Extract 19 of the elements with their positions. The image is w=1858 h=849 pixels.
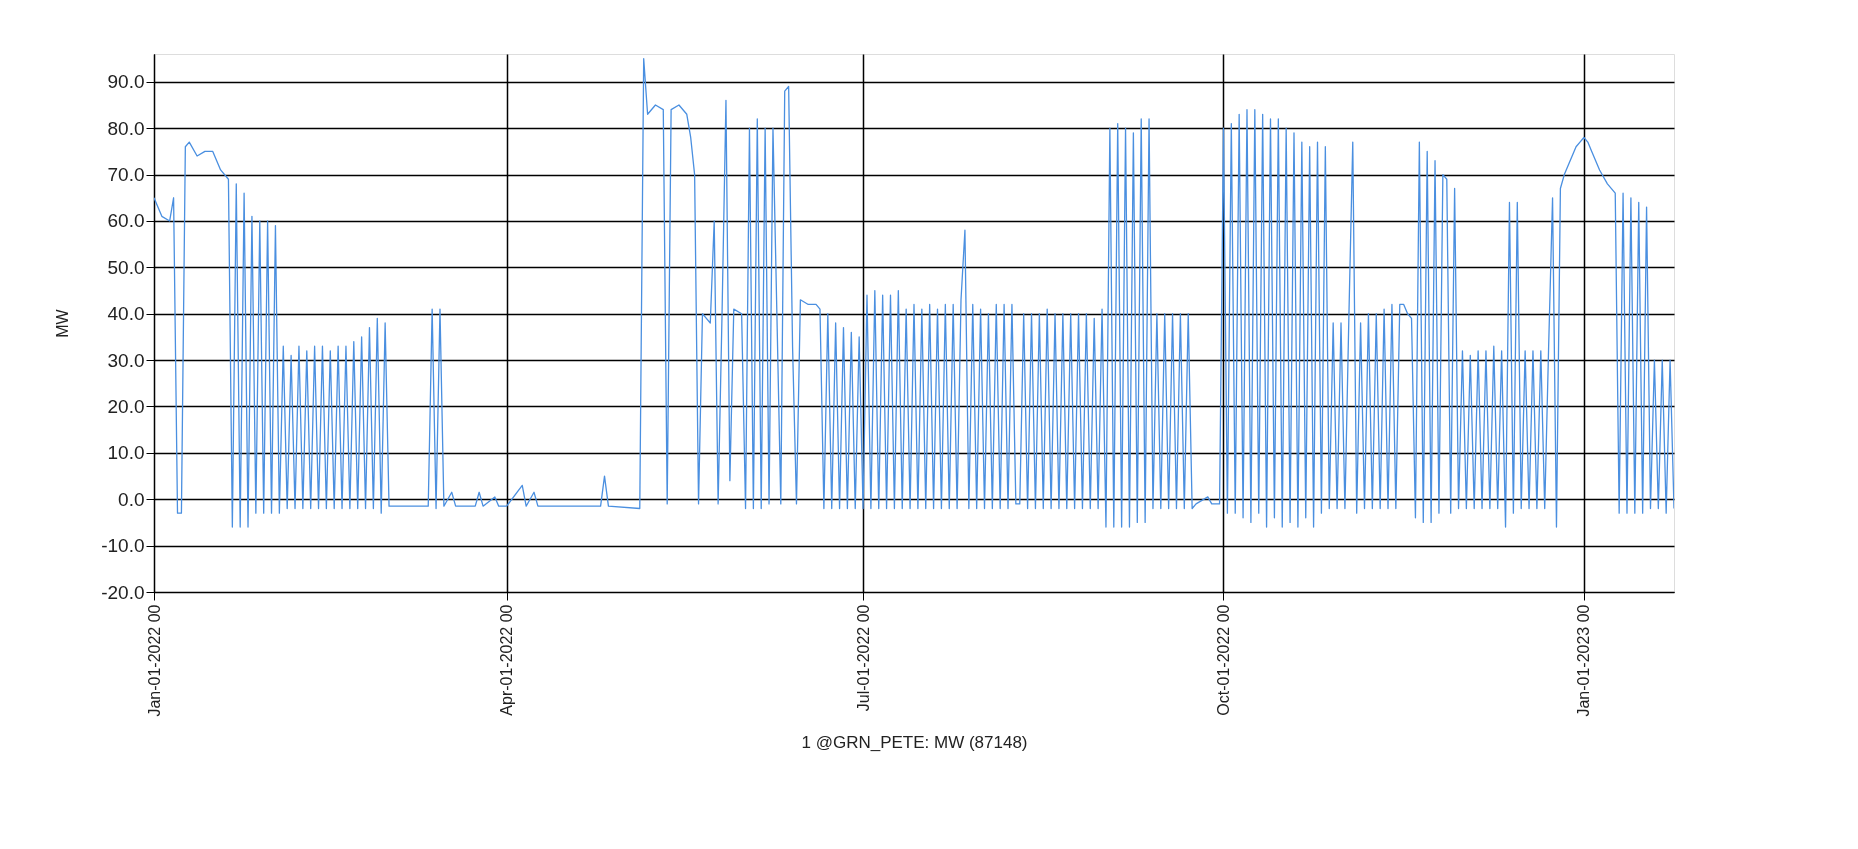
y-tick-label: 70.0 — [107, 164, 145, 186]
y-tick-label: 30.0 — [107, 349, 145, 371]
y-tick-label: 10.0 — [107, 442, 145, 464]
x-tick-label: Apr-01-2022 00 — [498, 604, 516, 716]
y-tick-label: 80.0 — [107, 117, 145, 139]
x-tick-label: Jul-01-2022 00 — [854, 604, 872, 712]
y-axis-title: MW — [54, 308, 72, 338]
y-tick-label: 20.0 — [107, 395, 145, 417]
x-tick-label: Jan-01-2022 00 — [145, 604, 163, 717]
x-tick-label: Oct-01-2022 00 — [1214, 604, 1232, 716]
y-tick-label: 90.0 — [107, 71, 145, 93]
y-tick-label: 40.0 — [107, 303, 145, 325]
y-tick-label: 60.0 — [107, 210, 145, 232]
y-tick-label: 0.0 — [118, 488, 145, 510]
y-tick-label: -20.0 — [101, 581, 145, 603]
x-tick-label: Jan-01-2023 00 — [1575, 604, 1593, 717]
y-tick-label: -10.0 — [101, 535, 145, 557]
y-tick-label: 50.0 — [107, 256, 145, 278]
x-axis-title: 1 @GRN_PETE: MW (87148) — [801, 732, 1028, 752]
